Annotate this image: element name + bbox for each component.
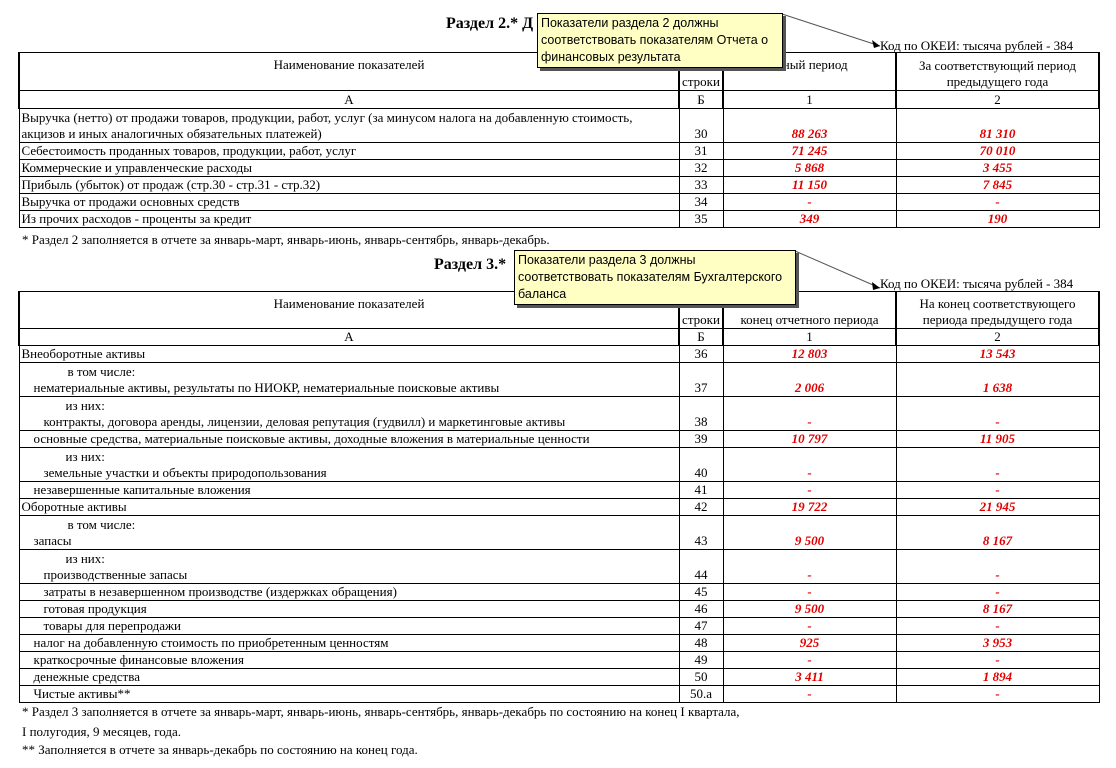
- row-name: Оборотные активы: [21, 499, 127, 515]
- row-code: 37: [678, 362, 724, 397]
- value-previous: 81 310: [895, 108, 1100, 143]
- table-row: в том числе: нематериальные активы, резул…: [18, 362, 1100, 397]
- row-name-cell: затраты в незавершенном производстве (из…: [18, 583, 680, 601]
- section2-footnote: * Раздел 2 заполняется в отчете за январ…: [22, 232, 550, 247]
- table-row: затраты в незавершенном производстве (из…: [18, 583, 1100, 601]
- section2-tooltip: Показатели раздела 2 должны соответствов…: [537, 13, 783, 68]
- row-sublabel: из них:: [65, 449, 105, 464]
- table-row: основные средства, материальные поисковы…: [18, 430, 1100, 448]
- value-current: -: [722, 549, 897, 584]
- value-previous: 13 543: [895, 345, 1100, 363]
- value-previous: -: [895, 685, 1100, 703]
- row-name: земельные участки и объекты природопольз…: [43, 465, 327, 480]
- row-name: основные средства, материальные поисковы…: [33, 431, 590, 447]
- row-name-cell: Себестоимость проданных товаров, продукц…: [18, 142, 680, 160]
- row-name: запасы: [33, 533, 72, 548]
- row-name: Прибыль (убыток) от продаж (стр.30 - стр…: [21, 177, 321, 193]
- section3-okei: Код по ОКЕИ: тысяча рублей - 384: [880, 276, 1074, 291]
- row-sublabel: в том числе:: [67, 364, 136, 379]
- value-previous: -: [895, 396, 1100, 431]
- table-row: готовая продукция 46 9 500 8 167: [18, 600, 1100, 618]
- row-name-cell: из них: земельные участки и объекты приро…: [18, 447, 680, 482]
- row-code: 38: [678, 396, 724, 431]
- row-name-cell: Выручка (нетто) от продажи товаров, прод…: [18, 108, 680, 143]
- row-name: контракты, договора аренды, лицензии, де…: [43, 414, 566, 429]
- table-row: денежные средства 50 3 411 1 894: [18, 668, 1100, 686]
- value-previous: 190: [895, 210, 1100, 228]
- row-name: налог на добавленную стоимость по приобр…: [33, 635, 389, 651]
- row-name-cell: из них: производственные запасы: [18, 549, 680, 584]
- row-sublabel: в том числе:: [67, 517, 136, 532]
- section3-table: Наименование показателей строки конец от…: [18, 291, 1100, 703]
- value-current: 9 500: [722, 515, 897, 550]
- value-current: -: [722, 447, 897, 482]
- section3-title: Раздел 3.*: [434, 256, 507, 273]
- row-name: денежные средства: [33, 669, 140, 685]
- section2-okei: Код по ОКЕИ: тысяча рублей - 384: [880, 38, 1074, 53]
- row-name: незавершенные капитальные вложения: [33, 482, 251, 498]
- value-previous: -: [895, 549, 1100, 584]
- row-name: нематериальные активы, результаты по НИО…: [33, 380, 500, 395]
- row-code: 44: [678, 549, 724, 584]
- table-row: Выручка (нетто) от продажи товаров, прод…: [18, 108, 1100, 143]
- row-code: 35: [678, 210, 724, 228]
- row-name: Из прочих расходов - проценты за кредит: [21, 211, 252, 227]
- value-current: 2 006: [722, 362, 897, 397]
- section3-footnote-3: ** Заполняется в отчете за январь-декабр…: [22, 742, 418, 757]
- row-name: Себестоимость проданных товаров, продукц…: [21, 143, 357, 159]
- table-row: краткосрочные финансовые вложения 49- -: [18, 651, 1100, 669]
- header-col2: За соответствующий период предыдущего го…: [895, 52, 1100, 91]
- table-row: Выручка от продажи основных средств 34- -: [18, 193, 1100, 211]
- table-row: незавершенные капитальные вложения 41- -: [18, 481, 1100, 499]
- row-name: затраты в незавершенном производстве (из…: [43, 584, 397, 600]
- table-row: в том числе: запасы 43 9 500 8 167: [18, 515, 1100, 550]
- row-sublabel: из них:: [65, 551, 105, 566]
- row-name: краткосрочные финансовые вложения: [33, 652, 244, 668]
- row-code: 40: [678, 447, 724, 482]
- row-name: Внеоборотные активы: [21, 346, 146, 362]
- value-current: -: [722, 396, 897, 431]
- row-name-cell: Чистые активы**: [18, 685, 680, 703]
- section3-footnote-1: * Раздел 3 заполняется в отчете за январ…: [22, 704, 740, 719]
- table-row: Внеоборотные активы 36 12 803 13 543: [18, 345, 1100, 363]
- section3-footnote-2: I полугодия, 9 месяцев, года.: [22, 724, 181, 739]
- row-name: производственные запасы: [43, 567, 188, 582]
- table-row: из них: производственные запасы 44- -: [18, 549, 1100, 584]
- row-name-cell: Из прочих расходов - проценты за кредит: [18, 210, 680, 228]
- header-col2: На конец соответствующего периода предыд…: [895, 291, 1100, 329]
- row-code: 50.а: [678, 685, 724, 703]
- row-name: товары для перепродажи: [43, 618, 181, 634]
- table-row: из них: земельные участки и объекты приро…: [18, 447, 1100, 482]
- table-row: Прибыль (убыток) от продаж (стр.30 - стр…: [18, 176, 1100, 194]
- row-sublabel: из них:: [65, 398, 105, 413]
- value-previous: -: [895, 447, 1100, 482]
- value-current: 12 803: [722, 345, 897, 363]
- row-name-cell: в том числе: нематериальные активы, резул…: [18, 362, 680, 397]
- table-row: Оборотные активы 42 19 722 21 945: [18, 498, 1100, 516]
- value-current: 3 411: [722, 668, 897, 686]
- row-name: Чистые активы**: [33, 686, 131, 702]
- section3-tooltip: Показатели раздела 3 должны соответствов…: [514, 250, 796, 305]
- row-code: 42: [678, 498, 724, 516]
- value-current: 349: [722, 210, 897, 228]
- table-row: Себестоимость проданных товаров, продукц…: [18, 142, 1100, 160]
- row-code: 46: [678, 600, 724, 618]
- row-name-cell: в том числе: запасы: [18, 515, 680, 550]
- table-row: Из прочих расходов - проценты за кредит 3…: [18, 210, 1100, 228]
- section2-title: Раздел 2.* Д: [446, 15, 534, 32]
- row-name: готовая продукция: [43, 601, 147, 617]
- value-previous: 1 638: [895, 362, 1100, 397]
- value-current: 88 263: [722, 108, 897, 143]
- section2-table: Наименование показателей строки етный пе…: [18, 52, 1100, 228]
- value-current: 11 150: [722, 176, 897, 194]
- row-name: Выручка от продажи основных средств: [21, 194, 240, 210]
- table-row: Чистые активы** 50.а - -: [18, 685, 1100, 703]
- row-name: Коммерческие и управленческие расходы: [21, 160, 253, 176]
- row-name: Выручка (нетто) от продажи товаров, прод…: [21, 110, 633, 141]
